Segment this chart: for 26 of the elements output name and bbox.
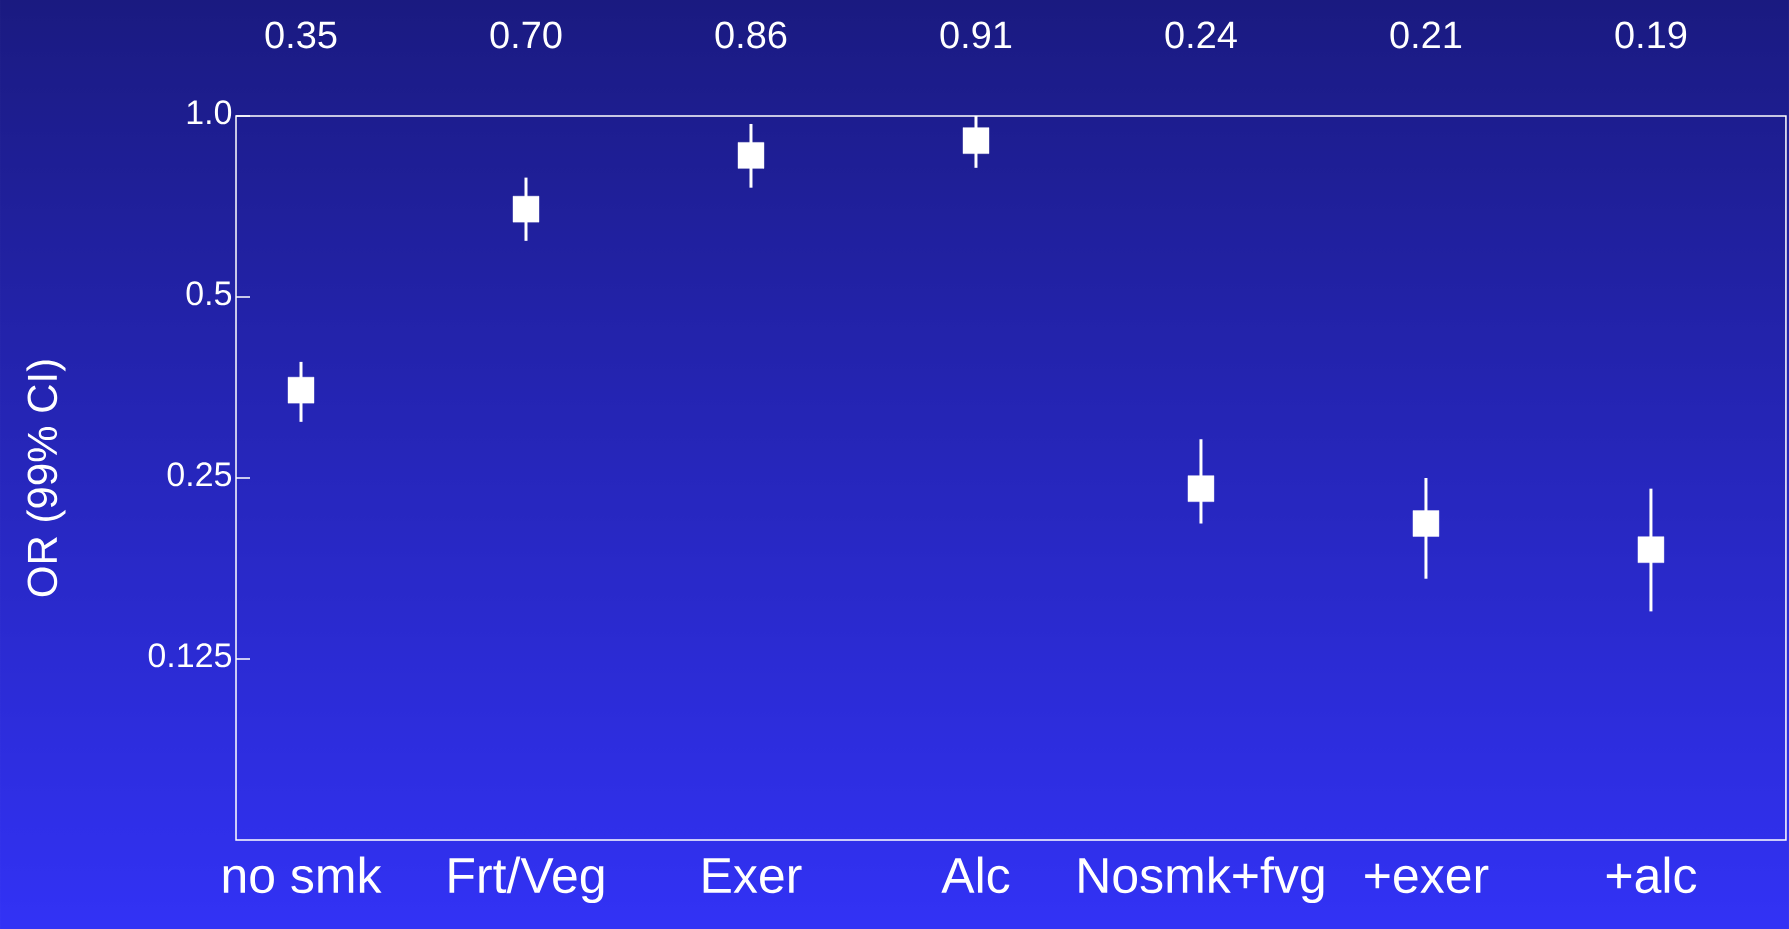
data-label: 0.19 <box>1615 21 1687 49</box>
y-axis-title: OR (99% CI) <box>26 360 66 597</box>
x-tick-label: Frt/Veg <box>449 856 604 904</box>
point <box>962 127 990 154</box>
x-tick-label: +alc <box>1606 856 1697 894</box>
data-label: 0.35 <box>265 21 337 49</box>
data-label: 0.21 <box>1390 21 1462 49</box>
data-label: 0.70 <box>490 21 562 49</box>
x-tick-label: Exer <box>703 858 802 894</box>
point <box>1412 510 1440 537</box>
point <box>287 376 315 404</box>
point <box>1187 475 1215 502</box>
y-tick-label: 1.0 <box>187 100 232 125</box>
y-tick-label: 0.5 <box>186 281 232 306</box>
point <box>1637 536 1665 563</box>
y-tick-label: 0.125 <box>148 643 232 668</box>
x-tick-label: Nosmk+fvg <box>1079 856 1324 904</box>
y-tick-label: 0.25 <box>167 462 232 487</box>
point <box>512 195 540 223</box>
data-label: 0.86 <box>715 21 787 49</box>
data-label: 0.24 <box>1165 21 1237 49</box>
data-label: 0.91 <box>940 21 1012 49</box>
point <box>737 142 765 169</box>
x-tick-label: no smk <box>223 856 382 894</box>
x-tick-label: Alc <box>941 856 1010 894</box>
x-tick-label: +exer <box>1365 863 1489 894</box>
